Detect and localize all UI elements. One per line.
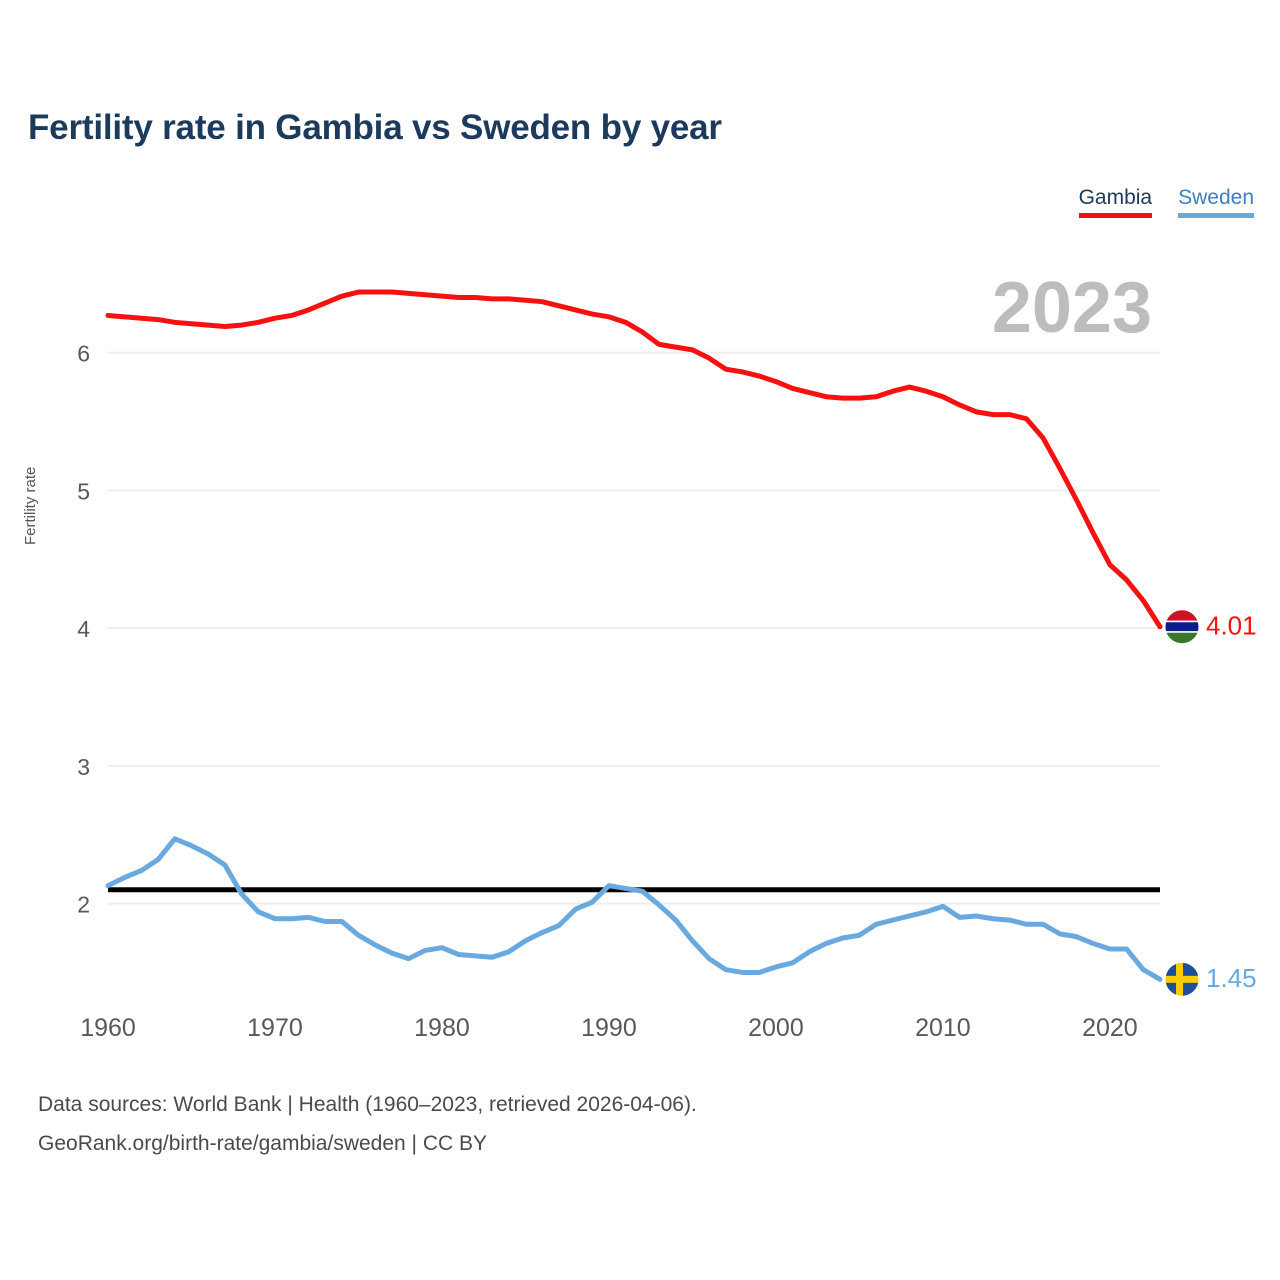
sweden-flag-icon [1165,962,1199,997]
y-tick-3: 3 [77,754,90,780]
legend-label-sweden: Sweden [1178,186,1254,209]
y-tick-4: 4 [77,616,90,642]
y-tick-6: 6 [77,341,90,367]
series-line-gambia [105,289,1163,630]
y-axis-tick-labels: 2 3 4 5 6 [77,341,90,918]
y-tick-5: 5 [77,478,90,504]
grid-lines [108,351,1160,905]
x-tick-2000: 2000 [748,1014,804,1042]
x-axis-tick-labels: 1960 1970 1980 1990 2000 2010 2020 [80,1014,1138,1042]
sweden-end-marker: 1.45 [1164,961,1257,997]
legend-swatch-sweden [1178,213,1254,218]
gambia-end-value: 4.01 [1206,611,1257,641]
x-tick-2010: 2010 [915,1014,971,1042]
legend-swatch-gambia [1078,213,1153,218]
footer-line-2: GeoRank.org/birth-rate/gambia/sweden | C… [38,1132,487,1155]
gambia-flag-icon [1165,609,1199,644]
gambia-end-marker: 4.01 [1164,609,1257,645]
end-point-markers: 4.01 1.45 [1164,609,1257,997]
x-tick-1970: 1970 [247,1014,303,1042]
footer-sources: Data sources: World Bank | Health (1960–… [38,1085,697,1163]
series-lines [105,289,1163,982]
legend-label-gambia: Gambia [1078,186,1153,209]
year-watermark: 2023 [991,268,1152,348]
x-tick-1990: 1990 [581,1014,637,1042]
y-tick-2: 2 [77,892,90,918]
footer-line-1: Data sources: World Bank | Health (1960–… [38,1093,697,1116]
legend-item-gambia[interactable]: Gambia [1078,186,1153,218]
chart-legend: Gambia Sweden [1078,186,1254,218]
x-tick-1960: 1960 [80,1014,136,1042]
series-line-sweden [105,836,1163,982]
sweden-end-value: 1.45 [1206,963,1257,993]
page-title: Fertility rate in Gambia vs Sweden by ye… [28,108,722,147]
legend-item-sweden[interactable]: Sweden [1178,186,1254,218]
x-tick-2020: 2020 [1082,1014,1138,1042]
x-tick-1980: 1980 [414,1014,470,1042]
